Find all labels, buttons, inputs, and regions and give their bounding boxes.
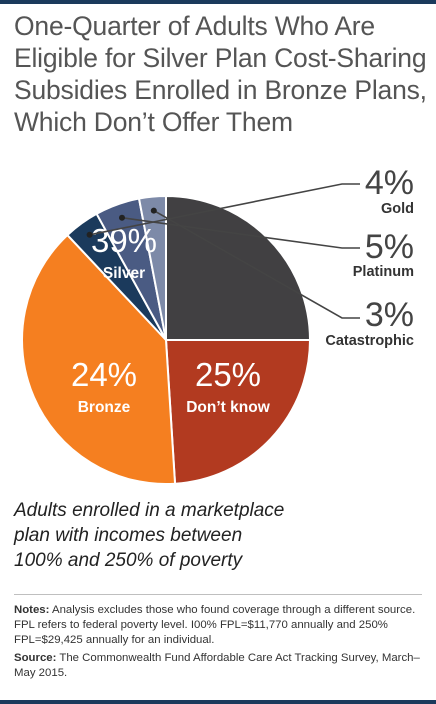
source-label: Source: [14,652,57,664]
top-accent-bar [0,0,436,4]
notes-block: Notes: Analysis excludes those who found… [14,603,426,684]
pie-slice-silver [21,233,177,486]
chart-title-line: Subsidies Enrolled in Bronze Plans, [14,75,427,105]
slice-percent-catastrophic: 3% [365,296,414,334]
chart-title: One-Quarter of Adults Who Are Eligible f… [14,10,430,138]
slice-label-gold: Gold [381,201,414,217]
chart-title-line: Which Don’t Offer Them [14,107,293,137]
callout-line-catastrophic [153,209,360,319]
notes-paragraph: Notes: Analysis excludes those who found… [14,603,426,648]
slice-label-bronze: Bronze [78,399,131,416]
chart-caption-line: 100% and 250% of poverty [14,550,243,571]
slice-label-platinum: Platinum [353,264,414,280]
slice-percent-bronze: 24% [71,356,137,393]
notes-text: Analysis excludes those who found covera… [14,604,416,646]
chart-caption-line: plan with incomes between [14,525,243,546]
slice-label-silver: Silver [103,265,145,282]
chart-caption: Adults enrolled in a marketplace plan wi… [14,498,424,573]
notes-divider [14,594,422,595]
callout-dot-catastrophic [150,207,157,214]
slice-percent-platinum: 5% [365,228,414,266]
chart-title-line: One-Quarter of Adults Who Are [14,11,375,41]
source-text: The Commonwealth Fund Affordable Care Ac… [14,652,420,679]
pie-slice-don-t-know [165,194,312,341]
slice-label-catastrophic: Catastrophic [325,333,414,349]
bottom-accent-bar [0,700,436,704]
slice-percent-don-t-know: 25% [195,356,261,393]
pie-slice-bronze [164,339,312,485]
pie-slice-catastrophic [137,194,167,341]
callout-dot-gold [86,231,93,238]
chart-title-line: Eligible for Silver Plan Cost-Sharing [14,43,427,73]
source-paragraph: Source: The Commonwealth Fund Affordable… [14,651,426,681]
callout-line-gold [89,183,360,236]
notes-label: Notes: [14,604,50,616]
callout-dot-platinum [119,214,125,221]
slice-label-don-t-know: Don’t know [186,399,270,416]
callout-line-platinum [121,216,360,249]
slice-percent-gold: 4% [365,164,414,202]
chart-caption-line: Adults enrolled in a marketplace [14,500,285,521]
